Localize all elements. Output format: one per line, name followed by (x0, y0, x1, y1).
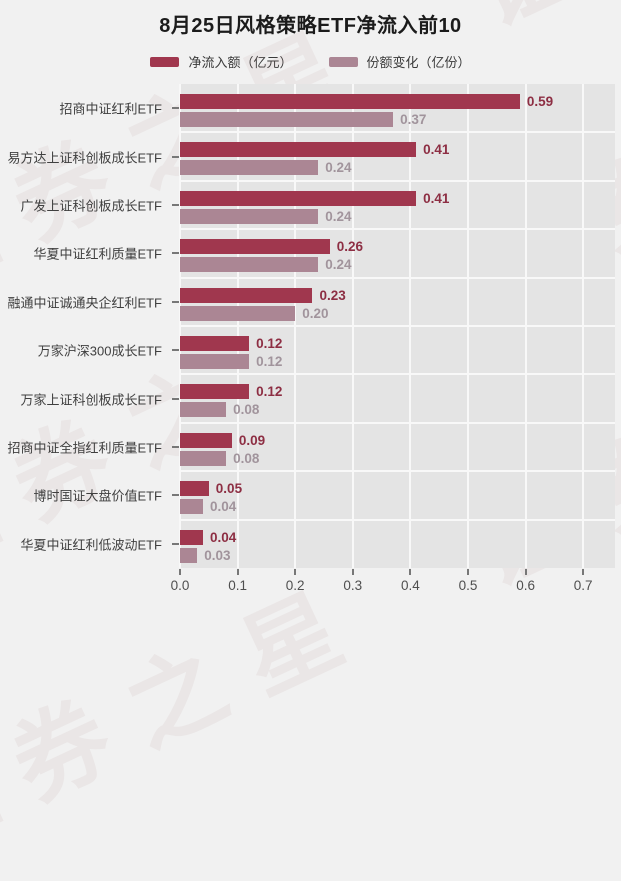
gridline-h (180, 518, 615, 521)
y-tick (172, 204, 179, 206)
share-change-bar (180, 402, 227, 418)
legend-item-share-change: 份额变化（亿份） (328, 52, 471, 71)
x-tick (524, 569, 527, 575)
y-tick (172, 107, 179, 110)
net-inflow-bar (180, 529, 204, 545)
category-label: 招商中证全指红利质量ETF (7, 440, 162, 456)
bar-value-label: 0.12 (256, 384, 283, 400)
x-tick-label: 0.0 (170, 578, 190, 593)
bar-value-label: 0.12 (256, 336, 283, 351)
gridline-h (180, 228, 615, 231)
category-label: 华夏中证红利低波动ETF (20, 537, 162, 553)
x-tick (179, 569, 181, 575)
gridline-h (180, 179, 615, 182)
x-tick-label: 0.7 (573, 578, 593, 593)
gridline-h (180, 131, 615, 134)
share-change-bar (180, 305, 296, 321)
legend: 净流入额（亿元） 份额变化（亿份） (0, 52, 621, 71)
x-tick-label: 0.6 (516, 578, 535, 593)
net-inflow-swatch (150, 56, 180, 67)
y-tick (172, 542, 179, 545)
share-change-bar (180, 208, 319, 224)
y-tick (172, 300, 179, 303)
y-tick (172, 252, 179, 255)
bar-value-label: 0.37 (400, 112, 427, 127)
bar-value-label: 0.03 (204, 547, 231, 563)
net-inflow-bar (180, 336, 250, 351)
x-tick-label: 0.1 (228, 578, 247, 593)
legend-label-net-inflow: 净流入额（亿元） (188, 55, 293, 70)
x-tick-label: 0.3 (343, 578, 363, 593)
share-change-bar (180, 257, 319, 273)
legend-label-share-change: 份额变化（亿份） (366, 55, 471, 70)
gridline-h (180, 276, 615, 279)
net-inflow-bar (180, 287, 313, 303)
net-inflow-bar (180, 239, 330, 255)
gridline-h (180, 373, 615, 376)
gridline-h (180, 470, 615, 473)
x-tick-label: 0.4 (401, 578, 420, 593)
net-inflow-bar (180, 94, 520, 109)
net-inflow-bar (180, 190, 417, 206)
bar-value-label: 0.59 (526, 94, 554, 109)
share-change-bar (180, 499, 204, 515)
x-tick-label: 0.2 (285, 578, 305, 593)
net-inflow-bar (180, 384, 250, 400)
category-label: 博时国证大盘价值ETF (33, 488, 162, 504)
bar-value-label: 0.24 (325, 160, 352, 176)
legend-item-net-inflow: 净流入额（亿元） (150, 52, 293, 71)
bar-value-label: 0.04 (210, 529, 237, 545)
share-change-bar (180, 112, 394, 127)
bar-value-label: 0.41 (423, 190, 450, 206)
category-label: 易方达上证科创板成长ETF (7, 150, 162, 166)
y-tick (172, 494, 179, 497)
net-inflow-bar (180, 481, 209, 497)
x-tick (351, 569, 354, 575)
bar-value-label: 0.41 (423, 142, 450, 158)
share-change-bar (180, 547, 198, 563)
category-label: 万家沪深300成长ETF (37, 343, 162, 359)
bar-value-label: 0.04 (210, 499, 237, 515)
chart-title: 8月25日风格策略ETF净流入前10 (159, 15, 462, 37)
net-inflow-bar (180, 142, 417, 158)
y-tick (172, 349, 179, 352)
plot-area: 0.59 0.37 0.41 0.24 0.41 0.24 0.26 0.24 0.23 0.20… (179, 84, 615, 568)
net-inflow-bar (180, 432, 232, 448)
category-label: 招商中证红利ETF (59, 101, 162, 117)
y-tick (172, 446, 179, 448)
x-tick (236, 569, 239, 575)
gridline-h (180, 325, 615, 327)
bar-value-label: 0.05 (215, 481, 243, 497)
y-tick (172, 155, 179, 158)
share-change-swatch (328, 56, 358, 67)
share-change-bar (180, 354, 250, 369)
bar-value-label: 0.24 (325, 257, 352, 273)
share-change-bar (180, 450, 227, 466)
x-tick-label: 0.5 (458, 578, 478, 593)
category-label: 万家上证科创板成长ETF (20, 392, 162, 408)
x-tick (409, 569, 412, 575)
y-axis-labels: 招商中证红利ETF 易方达上证科创板成长ETF 广发上证科创板成长ETF 华夏中证红利… (0, 84, 170, 568)
x-tick (582, 569, 585, 575)
x-tick (467, 569, 469, 575)
share-change-bar (180, 160, 319, 176)
category-label: 华夏中证红利质量ETF (33, 246, 162, 262)
x-tick (294, 569, 297, 575)
bar-value-label: 0.09 (238, 432, 266, 448)
category-label: 广发上证科创板成长ETF (20, 198, 162, 214)
bar-value-label: 0.20 (302, 305, 329, 321)
y-tick (172, 397, 179, 400)
category-label: 融通中证诚通央企红利ETF (7, 295, 162, 311)
bar-value-label: 0.12 (256, 354, 283, 369)
bar-value-label: 0.08 (233, 450, 260, 466)
bar-value-label: 0.24 (325, 208, 352, 224)
bar-value-label: 0.26 (336, 239, 364, 255)
bar-value-label: 0.23 (319, 287, 346, 303)
gridline-h (180, 421, 615, 424)
bar-value-label: 0.08 (233, 402, 260, 418)
